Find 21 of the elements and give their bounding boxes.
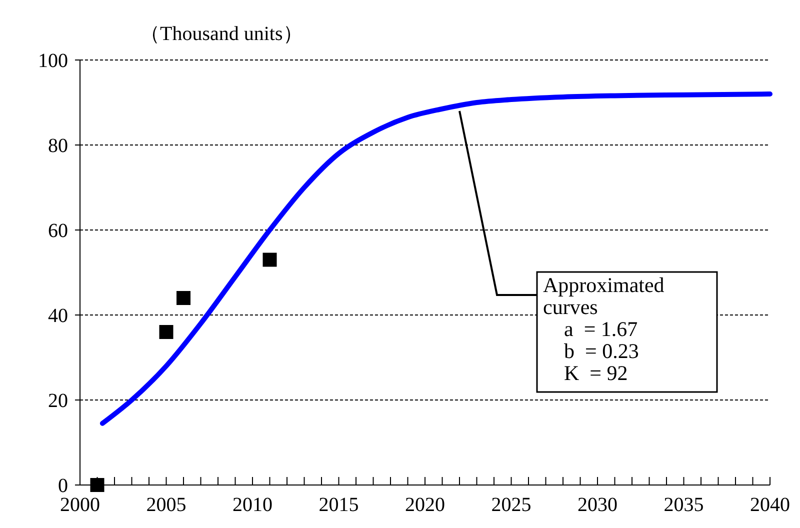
y-tick-label: 80 <box>48 135 68 157</box>
y-tick-label: 0 <box>58 475 68 497</box>
point <box>90 478 104 492</box>
x-tick-label: 2020 <box>405 494 445 516</box>
x-tick-label: 2010 <box>232 494 272 516</box>
annotation: Approximated curves a = 1.67 b = 0.23 K = 92 <box>543 273 665 385</box>
x-tick-label: 2035 <box>664 494 704 516</box>
y-tick-label: 40 <box>48 305 68 327</box>
point <box>262 252 277 267</box>
point <box>159 325 174 339</box>
x-tick-label: 2025 <box>491 494 532 516</box>
x-tick-label: 2040 <box>750 494 790 516</box>
y-tick-label: 20 <box>48 390 68 412</box>
x-tick-label: 2030 <box>578 494 618 516</box>
x-tick-label: 2005 <box>146 494 186 516</box>
y-axis-title: （Thousand units） <box>140 23 303 45</box>
x-tick-label: 2000 <box>60 494 100 516</box>
x-tick-label: 2015 <box>318 494 359 516</box>
y-tick-label: 60 <box>48 220 68 242</box>
point <box>176 291 190 305</box>
y-tick-label: 100 <box>38 50 68 72</box>
